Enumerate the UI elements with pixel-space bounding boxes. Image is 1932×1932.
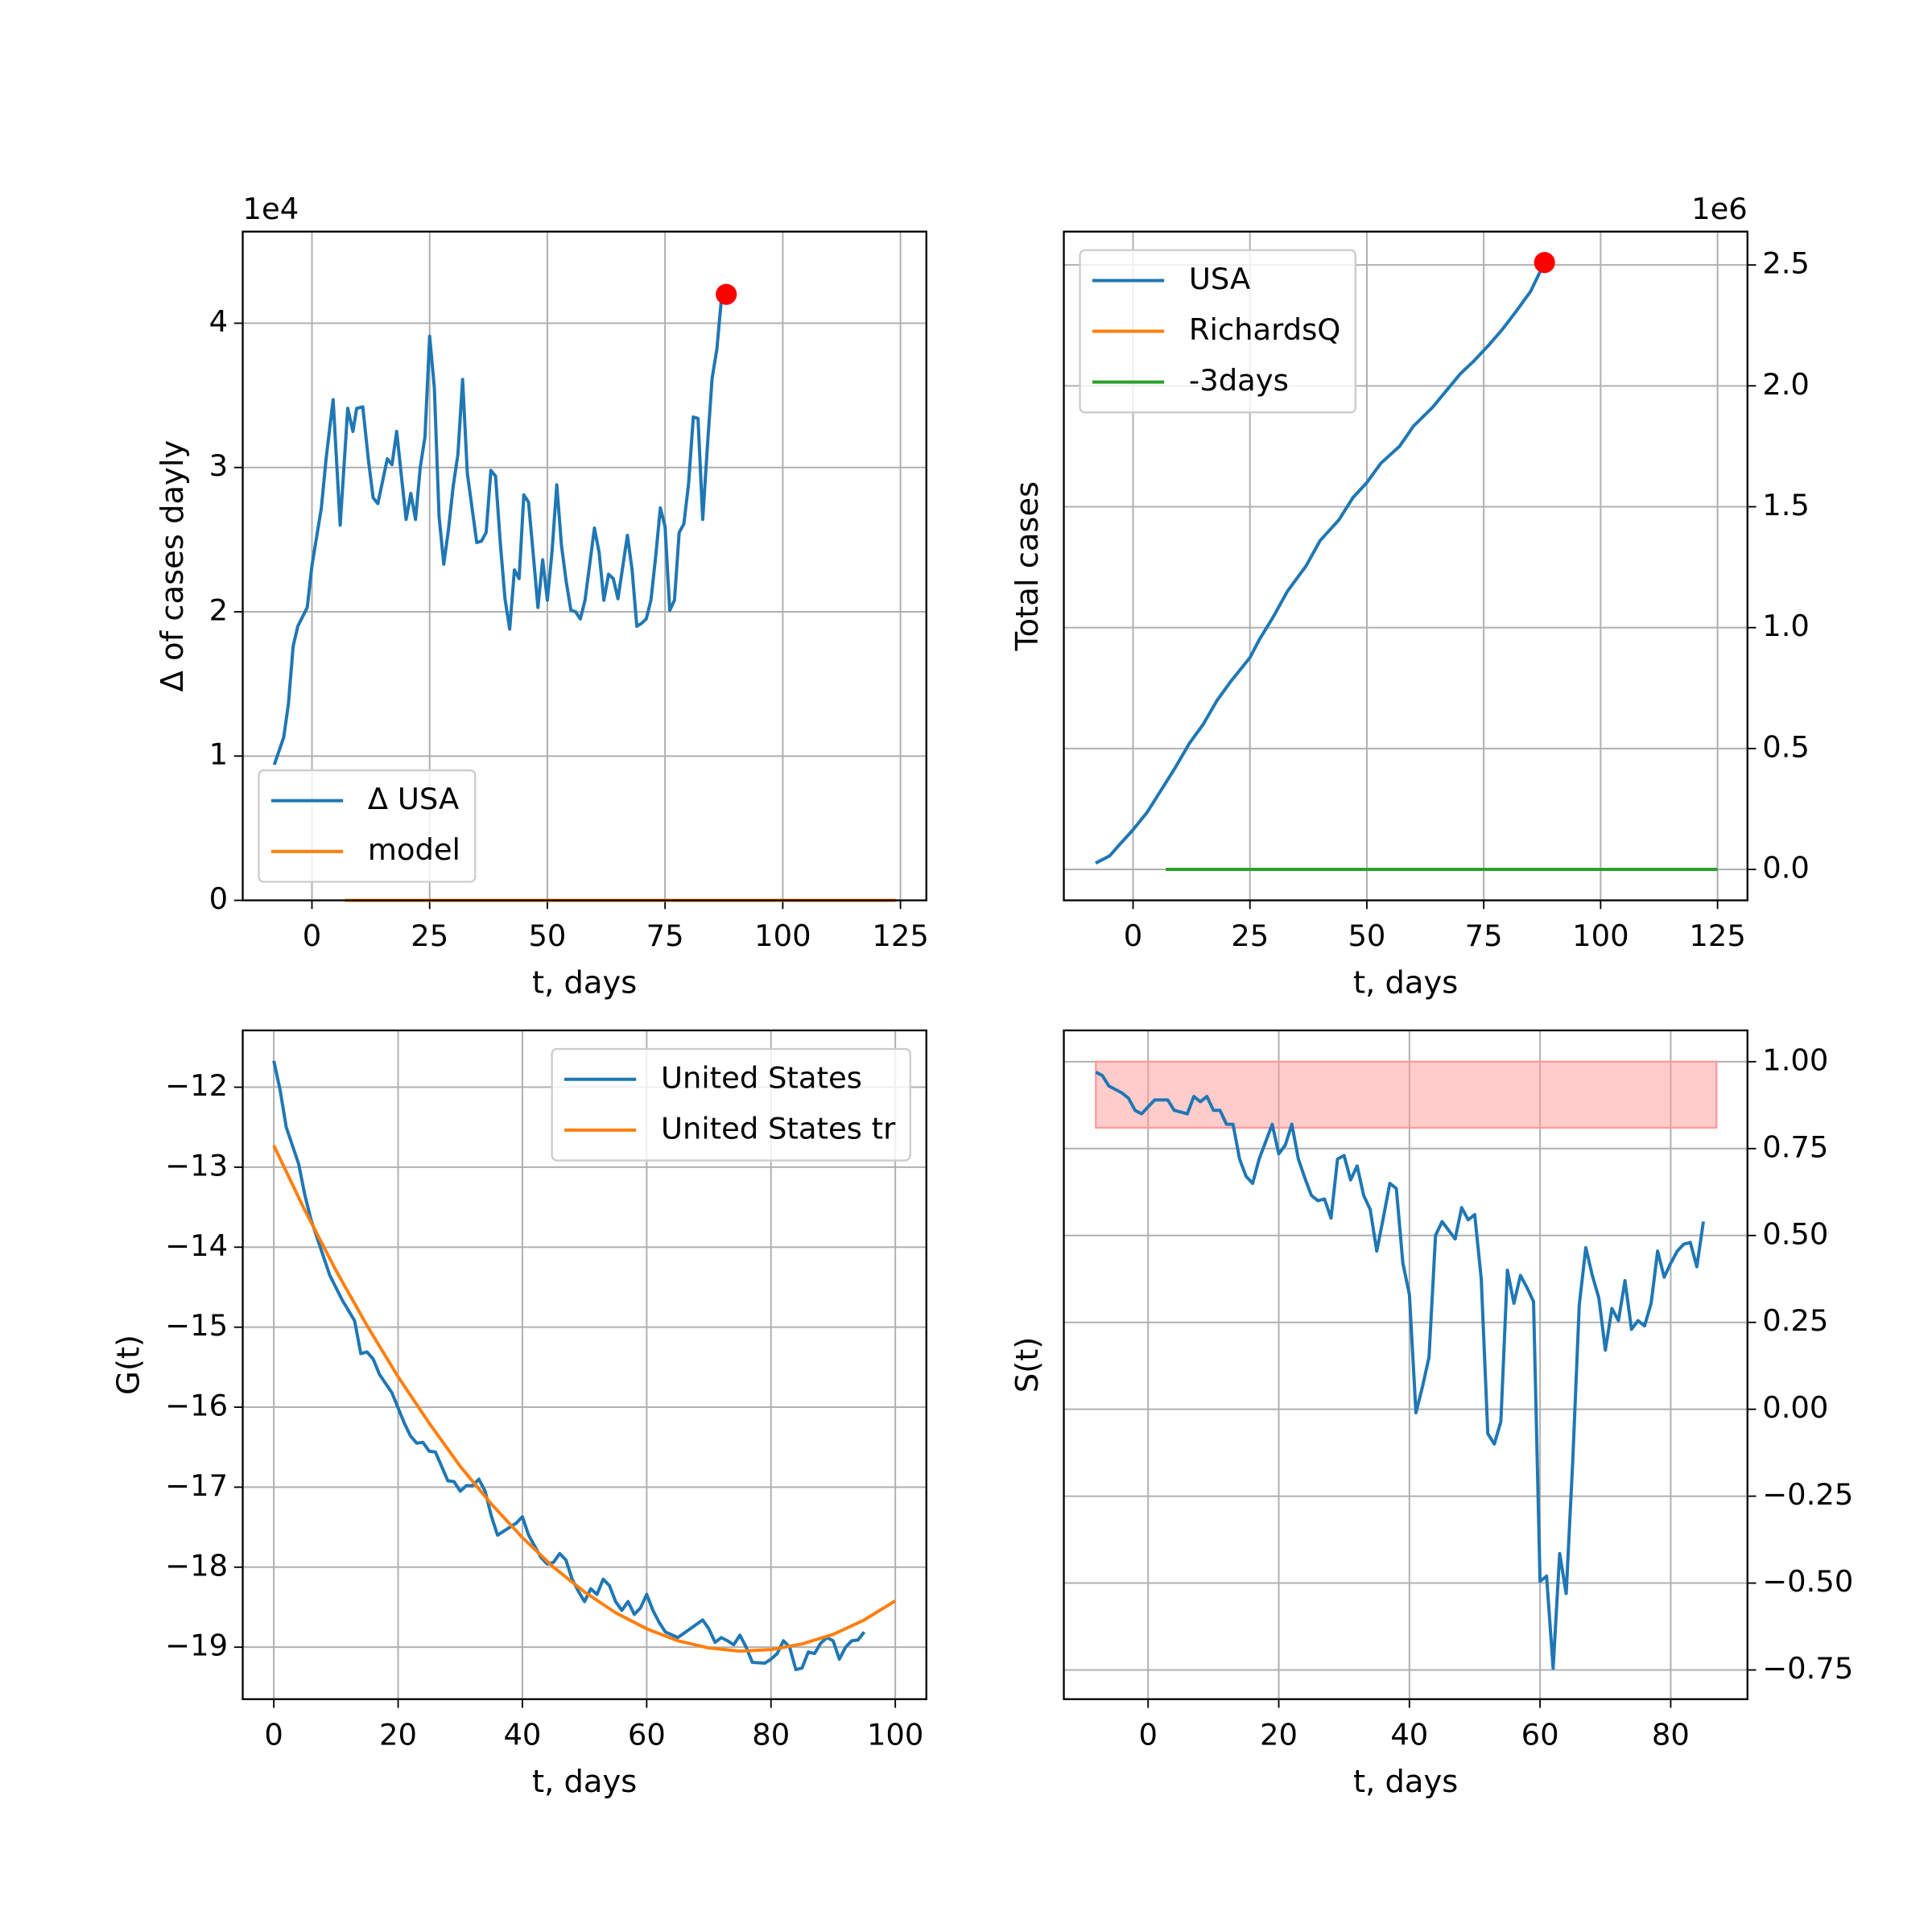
y-tick-label: 2.0 [1762, 367, 1810, 402]
x-tick-label: 100 [867, 1717, 923, 1752]
y-tick-label: −0.75 [1762, 1651, 1853, 1686]
y-tick-label: −19 [165, 1629, 228, 1663]
legend: United States United States tr [551, 1047, 911, 1162]
offset-text: 1e4 [243, 192, 299, 226]
x-tick-label: 25 [411, 919, 448, 953]
x-tick-label: 0 [303, 919, 321, 953]
x-tick-label: 60 [1521, 1717, 1559, 1752]
axes-frame [242, 230, 927, 902]
x-tick-label: 100 [754, 919, 811, 953]
y-tick-label: 1 [209, 737, 228, 772]
legend-label: USA [1189, 262, 1250, 296]
highlight-point [716, 283, 737, 305]
x-axis-label: t, days [532, 965, 637, 1001]
y-tick-label: −16 [165, 1389, 228, 1423]
y-tick-label: 1.00 [1762, 1042, 1828, 1077]
x-tick-label: 100 [1572, 919, 1629, 953]
panel: 0 20 40 60 80 100 −12 −13 −14 −15 −16 −17 −18 −19 t, d… [111, 1029, 927, 1800]
axes-frame [1063, 1029, 1748, 1700]
y-tick-label: −14 [165, 1228, 228, 1263]
legend: USA RichardsQ -3days [1079, 249, 1356, 414]
band [1095, 1060, 1718, 1129]
axes-frame [242, 1029, 927, 1700]
y-tick-label: −12 [165, 1068, 228, 1103]
series-line [272, 292, 728, 766]
legend-label: -3days [1189, 363, 1289, 398]
x-tick-label: 20 [379, 1717, 417, 1752]
legend-label: RichardsQ [1189, 312, 1340, 347]
x-tick-label: 40 [503, 1717, 541, 1752]
x-tick-label: 125 [1689, 919, 1745, 953]
series-line [272, 1145, 897, 1653]
y-axis-label: G(t) [111, 1335, 147, 1395]
x-tick-label: 50 [1348, 919, 1385, 953]
legend-box [258, 769, 477, 883]
legend-box [1079, 249, 1356, 414]
legend-label: United States [661, 1060, 862, 1095]
offset-text: 1e6 [1691, 192, 1748, 226]
legend-label: Δ USA [368, 782, 459, 816]
series-line [1095, 1071, 1705, 1670]
y-tick-label: 4 [209, 304, 228, 339]
panel: 0 25 50 75 100 125 0 1 2 3 4 t, days Δ of cases dayl… [155, 192, 929, 1001]
x-axis-label: t, days [1353, 1764, 1458, 1800]
y-tick-label: 3 [209, 448, 228, 483]
y-axis-label: Δ of cases dayly [155, 440, 191, 692]
x-tick-label: 0 [1124, 919, 1142, 953]
x-tick-label: 25 [1231, 919, 1269, 953]
x-tick-label: 0 [1138, 1717, 1157, 1752]
y-tick-label: 0.0 [1762, 851, 1810, 886]
panel: 0 25 50 75 100 125 0.0 0.5 1.0 1.5 2.0 2.5 t, days To… [1009, 192, 1810, 1001]
y-tick-label: 0.5 [1762, 729, 1810, 764]
series-line [272, 1060, 866, 1671]
legend-label: United States tr [661, 1111, 896, 1146]
x-tick-label: 60 [628, 1717, 666, 1752]
y-tick-label: 0.00 [1762, 1390, 1828, 1425]
y-tick-label: 1.5 [1762, 488, 1810, 522]
y-tick-label: 0.50 [1762, 1216, 1828, 1251]
series-line [1095, 262, 1546, 865]
y-tick-label: −17 [165, 1468, 228, 1503]
x-tick-label: 40 [1390, 1717, 1428, 1752]
y-axis-label: S(t) [1009, 1337, 1046, 1393]
legend: Δ USA model [258, 769, 477, 883]
y-tick-label: −15 [165, 1308, 228, 1343]
x-tick-label: 75 [646, 919, 684, 953]
x-axis-label: t, days [532, 1764, 637, 1800]
y-tick-label: 1.0 [1762, 609, 1810, 643]
x-tick-label: 0 [264, 1717, 283, 1752]
x-tick-label: 75 [1465, 919, 1503, 953]
x-tick-label: 125 [872, 919, 928, 953]
y-tick-label: −13 [165, 1148, 228, 1183]
y-axis-label: Total cases [1009, 481, 1046, 651]
legend-box [551, 1047, 911, 1162]
x-axis-label: t, days [1353, 965, 1458, 1001]
y-tick-label: −0.50 [1762, 1564, 1853, 1599]
y-tick-label: −18 [165, 1548, 228, 1583]
highlight-point [1534, 252, 1555, 274]
y-tick-label: −0.25 [1762, 1477, 1853, 1512]
y-tick-label: 0.25 [1762, 1303, 1828, 1338]
y-tick-label: 0.75 [1762, 1129, 1828, 1164]
x-tick-label: 80 [1652, 1717, 1690, 1752]
x-tick-label: 50 [528, 919, 566, 953]
y-tick-label: 0 [209, 881, 228, 916]
panel: 0 20 40 60 80 1.00 0.75 0.50 0.25 0.00 −0.25 −0.50 −… [1009, 1029, 1853, 1800]
y-tick-label: 2 [209, 592, 228, 627]
x-tick-label: 80 [752, 1717, 790, 1752]
x-tick-label: 20 [1260, 1717, 1298, 1752]
axes-frame [1063, 230, 1748, 902]
y-tick-label: 2.5 [1762, 246, 1810, 281]
legend-label: model [368, 832, 460, 867]
